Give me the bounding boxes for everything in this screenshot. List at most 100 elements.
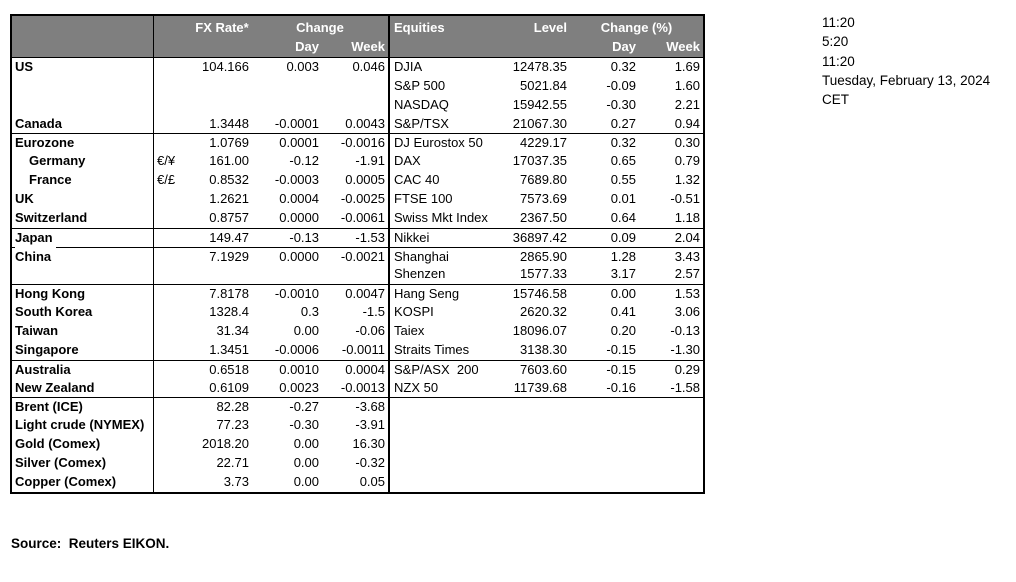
equity-level-cell: 21067.30 [512,115,567,131]
fx-country-cell: Singapore [12,340,154,360]
table-row: China 7.1929 0.0000 -0.0021 Shanghai 286… [12,246,703,267]
fx-country-label: Switzerland [15,208,91,228]
header-fx-rate: FX Rate* [195,20,249,35]
equity-level-cell: 17037.35 [512,153,567,169]
fx-country-cell: France [12,171,154,191]
header-blank-5 [502,38,570,57]
fx-pair-cell [154,379,192,398]
table-header: FX Rate* Change Equities Level Change (%… [12,16,703,58]
fx-country-cell: Japan [12,228,154,248]
equity-day-change-cell: 1.28 [610,248,636,264]
fx-week-change-cell: -0.06 [322,322,390,341]
equity-day-change-cell: 0.00 [610,286,636,302]
fx-country-cell: New Zealand [12,378,154,398]
fx-pair-cell [154,473,192,492]
equity-level-cell: 3138.30 [520,341,567,357]
fx-day-change-cell: -0.0010 [274,286,319,302]
fx-day-change-cell: -0.0001 [274,115,319,131]
equity-level-cell: 11739.68 [513,379,567,395]
equity-day-change-cell: -0.15 [606,341,636,357]
equity-level-cell: 5021.84 [520,77,567,93]
equity-name-cell: Hang Seng [394,286,460,302]
equity-week-change-cell: 1.32 [674,172,700,188]
fx-pair-cell [154,341,192,360]
fx-week-change-cell: -3.91 [322,416,390,436]
fx-pair-cell [154,77,192,96]
table-row: Germany €/¥ 161.00 -0.12 -1.91 DAX 17037… [12,152,703,172]
equity-name-cell: CAC 40 [394,172,440,188]
fx-week-change-cell: -0.0061 [322,208,390,228]
equity-name-cell: S&P/TSX [394,115,449,131]
fx-day-change-cell: 0.0000 [279,248,319,264]
fx-country-label: France [29,171,75,190]
fx-country-cell: Germany [12,152,154,172]
equity-level-cell: 2367.50 [520,209,567,225]
fx-week-change-cell: -1.5 [322,303,390,323]
fx-country-cell: Light crude (NYMEX) [12,416,154,436]
fx-rate-cell: 31.34 [216,323,249,339]
fx-country-label: South Korea [15,303,96,322]
equity-level-cell [502,454,570,473]
fx-country-cell: Eurozone [12,134,154,154]
table-row: Eurozone 1.0769 0.0001 -0.0016 DJ Eurost… [12,133,703,154]
fx-rate-cell [192,77,252,96]
equity-name-cell: NZX 50 [394,379,439,395]
fx-pair-cell [154,229,192,248]
equity-level-cell: 18096.07 [512,323,567,339]
fx-country-cell: US [12,58,154,77]
equity-week-change-cell: -1.30 [670,341,700,357]
table-row: US 104.166 0.003 0.046 DJIA 12478.35 0.3… [12,58,703,77]
fx-pair-cell [154,265,192,284]
equity-week-change-cell [639,473,703,492]
fx-country-label: Eurozone [15,134,78,154]
equity-name-cell: DJIA [394,59,423,74]
equity-week-change-cell: 0.30 [674,135,700,151]
table-header-row-2: Day Week Day Week [12,38,703,57]
fx-country-label: US [15,58,37,77]
equity-week-change-cell: 0.29 [674,361,700,377]
fx-country-label: New Zealand [15,378,98,398]
equity-day-change-cell: -0.30 [606,96,636,112]
equity-level-cell: 15746.58 [512,286,567,302]
fx-day-change-cell: 0.00 [293,473,319,489]
source-note: Source: Reuters EIKON. [11,536,170,551]
fx-week-change-cell: 0.05 [322,472,390,492]
fx-week-change-cell: 16.30 [322,435,390,455]
fx-week-change-cell: -3.68 [322,398,390,418]
fx-day-change-cell: -0.27 [289,399,319,415]
fx-week-change-cell: -1.91 [322,152,390,172]
table-body: US 104.166 0.003 0.046 DJIA 12478.35 0.3… [12,58,703,492]
header-change: Change [252,16,390,40]
table-row: Switzerland 0.8757 0.0000 -0.0061 Swiss … [12,208,703,228]
fx-pair-cell [154,115,192,134]
fx-week-change-cell: -1.53 [322,228,390,248]
table-row: Brent (ICE) 82.28 -0.27 -3.68 [12,397,703,418]
equity-week-change-cell: -0.51 [670,191,700,207]
fx-rate-cell: 1328.4 [209,304,249,320]
fx-country-cell: Canada [12,114,154,134]
table-row: Silver (Comex) 22.71 0.00 -0.32 [12,454,703,473]
equity-level-cell [502,435,570,454]
equity-name-cell [390,473,502,492]
equity-name-cell: FTSE 100 [394,191,453,207]
header-fx-day: Day [295,39,319,54]
equity-day-change-cell [570,473,639,492]
footnotes: Source: Reuters EIKON. * FX Rate for USD… [11,499,701,582]
equity-level-cell: 12478.35 [512,59,567,74]
fx-country-cell: Gold (Comex) [12,435,154,455]
fx-pair-cell [154,303,192,322]
equity-week-change-cell [639,454,703,473]
fx-rate-cell: 104.166 [202,59,249,74]
table-row: Gold (Comex) 2018.20 0.00 16.30 [12,435,703,455]
equity-day-change-cell: 0.64 [610,209,636,225]
equity-day-change-cell: 0.32 [610,135,636,151]
header-blank-1 [12,38,154,57]
equity-week-change-cell: 0.79 [674,153,700,169]
equity-name-cell: Nikkei [394,229,430,245]
equity-week-change-cell [639,435,703,454]
fx-rate-cell [192,96,252,115]
equity-day-change-cell [570,416,639,435]
equity-day-change-cell: 0.01 [610,191,636,207]
fx-country-label: Gold (Comex) [15,435,104,454]
fx-country-label: China [15,247,55,267]
